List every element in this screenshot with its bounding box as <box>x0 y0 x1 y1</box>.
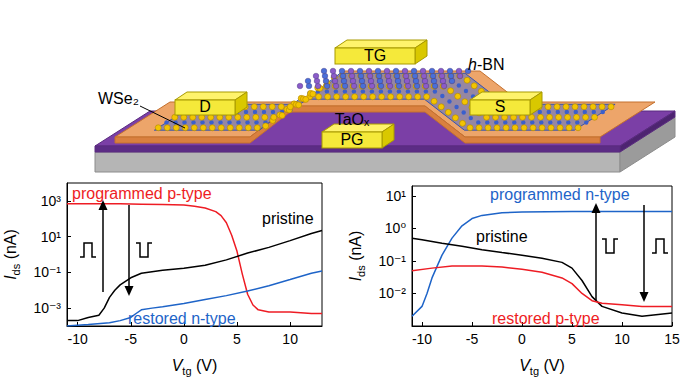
svg-text:ds: ds <box>10 263 22 275</box>
svg-text:-5: -5 <box>466 331 479 347</box>
svg-text:tg: tg <box>182 365 191 377</box>
svg-text:10¹: 10¹ <box>386 188 407 204</box>
svg-text:pristine: pristine <box>476 228 528 245</box>
svg-text:ds: ds <box>355 265 367 277</box>
svg-text:10⁻¹: 10⁻¹ <box>33 264 61 280</box>
svg-text:V: V <box>171 356 183 374</box>
svg-text:10⁻³: 10⁻³ <box>33 300 61 316</box>
svg-text:10⁻²: 10⁻² <box>378 285 406 301</box>
svg-text:0: 0 <box>180 331 188 347</box>
svg-text:programmed p-type: programmed p-type <box>72 185 212 202</box>
svg-text:I: I <box>346 276 364 282</box>
svg-text:tg: tg <box>530 365 539 377</box>
svg-text:TaOₓ: TaOₓ <box>335 111 370 128</box>
svg-text:10⁻¹: 10⁻¹ <box>378 253 406 269</box>
svg-text:h-BN: h-BN <box>468 56 504 73</box>
svg-text:(nA): (nA) <box>347 231 364 266</box>
svg-text:10³: 10³ <box>41 193 62 209</box>
svg-text:-10: -10 <box>412 331 432 347</box>
svg-text:10¹: 10¹ <box>41 229 62 245</box>
svg-text:5: 5 <box>568 331 576 347</box>
svg-text:PG: PG <box>340 131 363 148</box>
svg-text:-10: -10 <box>68 331 88 347</box>
svg-text:S: S <box>495 98 506 115</box>
svg-text:WSe₂: WSe₂ <box>98 90 139 107</box>
svg-text:restored p-type: restored p-type <box>492 310 600 327</box>
svg-text:D: D <box>199 98 211 115</box>
svg-text:10: 10 <box>614 331 630 347</box>
svg-text:V: V <box>519 356 530 374</box>
svg-text:(V): (V) <box>192 357 218 374</box>
svg-text:10: 10 <box>282 331 298 347</box>
svg-text:TG: TG <box>364 47 386 64</box>
svg-text:(nA): (nA) <box>2 229 19 264</box>
svg-text:pristine: pristine <box>262 210 314 227</box>
svg-text:-5: -5 <box>125 331 138 347</box>
svg-text:5: 5 <box>233 331 241 347</box>
svg-text:15: 15 <box>664 331 680 347</box>
svg-text:10⁰: 10⁰ <box>385 220 407 236</box>
svg-text:(V): (V) <box>539 357 565 374</box>
svg-text:0: 0 <box>518 331 526 347</box>
svg-text:programmed n-type: programmed n-type <box>490 186 630 203</box>
svg-text:I: I <box>1 275 19 280</box>
svg-text:restored n-type: restored n-type <box>128 310 236 327</box>
